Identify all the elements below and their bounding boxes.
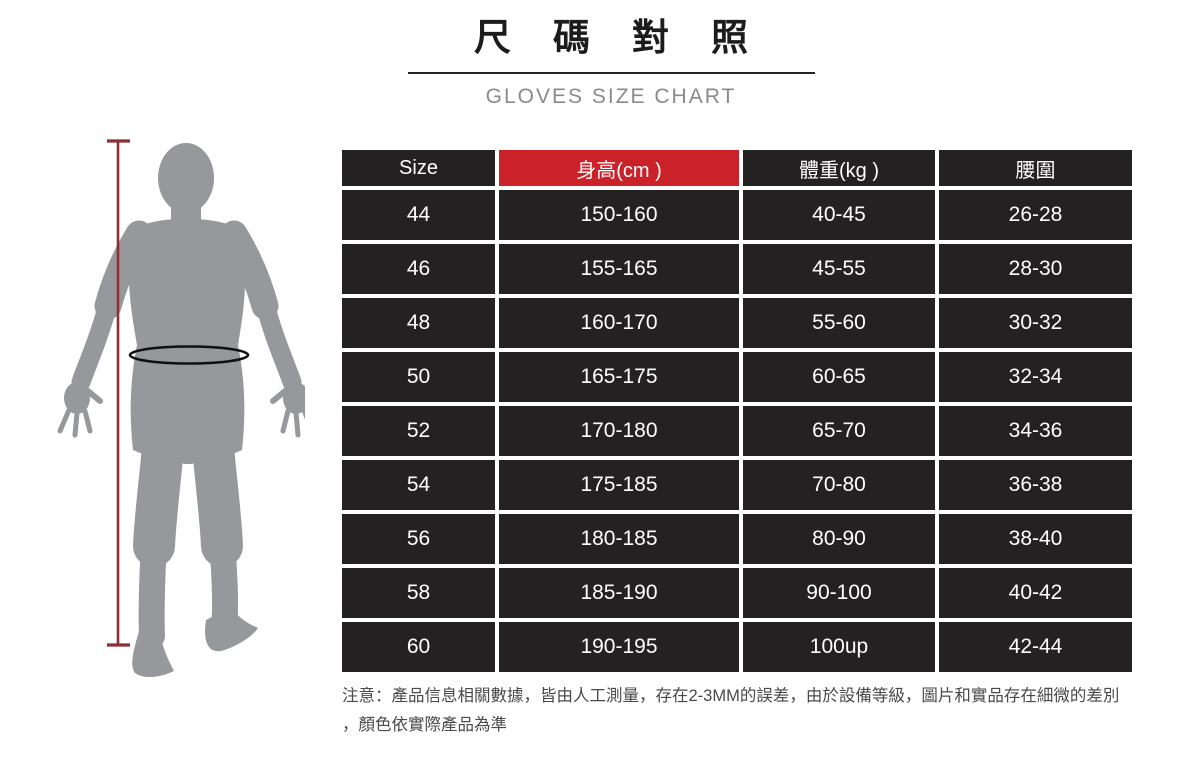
footnote-line: 注意：產品信息相關數據，皆由人工測量，存在2-3MM的誤差，由於設備等級，圖片和… [342,687,1120,705]
footnote: 注意：產品信息相關數據，皆由人工測量，存在2-3MM的誤差，由於設備等級，圖片和… [342,682,1172,740]
cell-size: 44 [342,190,495,240]
cell-waist: 32-34 [939,352,1132,402]
silhouette-body [57,143,315,678]
cell-height: 155-165 [499,244,739,294]
footnote-line: ，顏色依實際產品為準 [342,716,507,734]
cell-size: 58 [342,568,495,618]
silhouette-left-finger [57,407,72,434]
table-row: 46 155-165 45-55 28-30 [342,244,1132,294]
cell-height: 175-185 [499,460,739,510]
silhouette-left-hand [64,382,90,414]
cell-waist: 26-28 [939,190,1132,240]
cell-waist: 34-36 [939,406,1132,456]
cell-weight: 60-65 [743,352,935,402]
silhouette-torso [128,218,246,464]
cell-waist: 28-30 [939,244,1132,294]
cell-height: 165-175 [499,352,739,402]
cell-waist: 36-38 [939,460,1132,510]
silhouette-left-thumb [85,388,103,404]
table-row: 54 175-185 70-80 36-38 [342,460,1132,510]
table-row: 56 180-185 80-90 38-40 [342,514,1132,564]
cell-waist: 30-32 [939,298,1132,348]
silhouette-right-thumb [270,388,288,404]
cell-height: 180-185 [499,514,739,564]
silhouette-left-foot [132,628,174,678]
table-row: 58 185-190 90-100 40-42 [342,568,1132,618]
table-row: 52 170-180 65-70 34-36 [342,406,1132,456]
header-weight: 體重(kg ) [743,150,935,186]
silhouette-right-finger [293,410,301,438]
silhouette-right-finger [301,407,315,434]
cell-weight: 70-80 [743,460,935,510]
header: 尺碼對照 GLOVES SIZE CHART [311,14,911,109]
cell-height: 150-160 [499,190,739,240]
silhouette-right-foot [205,607,258,652]
header-size: Size [342,150,495,186]
header-height: 身高(cm ) [499,150,739,186]
cell-weight: 90-100 [743,568,935,618]
cell-weight: 40-45 [743,190,935,240]
silhouette-head [158,143,214,213]
cell-weight: 55-60 [743,298,935,348]
cell-weight: 45-55 [743,244,935,294]
cell-size: 50 [342,352,495,402]
silhouette-right-hand [283,382,309,414]
page-subtitle: GLOVES SIZE CHART [485,85,737,109]
table-row: 44 150-160 40-45 26-28 [342,190,1132,240]
cell-size: 54 [342,460,495,510]
silhouette-left-finger [82,408,93,434]
cell-height: 190-195 [499,622,739,672]
cell-waist: 42-44 [939,622,1132,672]
table-row: 48 160-170 55-60 30-32 [342,298,1132,348]
cell-weight: 80-90 [743,514,935,564]
silhouette-right-forearm [255,294,302,392]
table-header-row: Size 身高(cm ) 體重(kg ) 腰圍 [342,150,1132,186]
cell-size: 52 [342,406,495,456]
silhouette-left-calf [138,529,167,649]
table-row: 50 165-175 60-65 32-34 [342,352,1132,402]
cell-height: 170-180 [499,406,739,456]
cell-waist: 40-42 [939,568,1132,618]
waist-measure-ellipse [128,345,250,365]
cell-weight: 65-70 [743,406,935,456]
cell-size: 48 [342,298,495,348]
silhouette-left-finger [72,410,80,438]
header-waist: 腰圍 [939,150,1132,186]
silhouette-right-finger [280,408,291,434]
cell-waist: 38-40 [939,514,1132,564]
silhouette-left-forearm [71,294,118,392]
cell-size: 56 [342,514,495,564]
man-silhouette-icon [57,139,315,678]
title-divider [407,72,815,75]
table-row: 60 190-195 100up 42-44 [342,622,1132,672]
cell-size: 60 [342,622,495,672]
cell-weight: 100up [743,622,935,672]
cell-height: 185-190 [499,568,739,618]
height-measure-line [107,139,130,647]
cell-size: 46 [342,244,495,294]
size-chart-table: Size 身高(cm ) 體重(kg ) 腰圍 44 150-160 40-45… [338,146,1136,676]
measurement-figure [55,130,315,690]
page-title: 尺碼對照 [474,17,790,58]
cell-height: 160-170 [499,298,739,348]
